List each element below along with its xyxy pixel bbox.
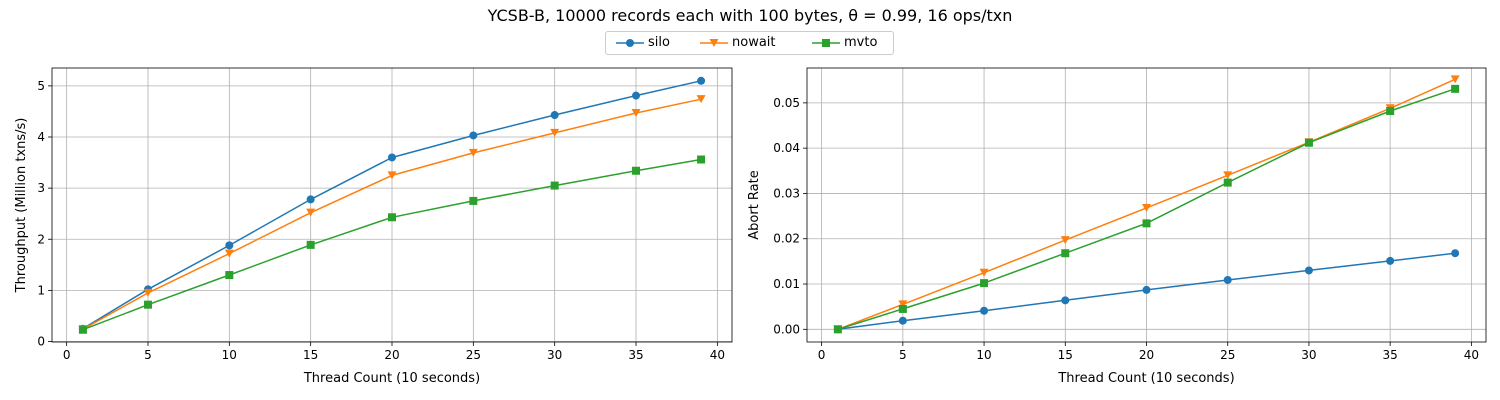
left-point-silo [697,76,706,85]
left-point-mvto [143,300,152,309]
left-point-mvto [388,213,396,222]
right-xtick-label: 10 [976,348,991,362]
right-point-nowait [1060,236,1070,245]
left-xtick-label: 35 [628,348,643,362]
left-point-silo [225,241,234,250]
left-xtick-label: 10 [222,348,237,362]
right-point-silo [1142,285,1151,294]
legend-marker-nowait [700,39,728,47]
right-xtick-label: 0 [818,348,826,362]
left-ylabel: Throughput (Million txns/s) [14,118,29,294]
left-point-mvto [78,325,87,334]
left-point-nowait [224,249,234,258]
left-xtick-label: 0 [63,348,71,362]
right-xtick-label: 25 [1220,348,1235,362]
left-ytick-label: 4 [37,130,45,144]
left-point-nowait [143,288,153,297]
left-point-nowait [631,108,641,117]
left-point-mvto [550,181,559,190]
left-ytick-label: 5 [37,79,45,93]
right-point-nowait [898,300,908,309]
right-ytick-label: 0.04 [773,141,800,155]
right-xtick-label: 40 [1464,348,1479,362]
right-point-silo [1386,256,1395,265]
left-xtick-label: 40 [710,348,725,362]
left-point-mvto [225,271,234,280]
left-ytick-label: 2 [37,232,45,246]
right-point-mvto [1451,84,1460,93]
left-point-silo [388,153,396,162]
right-ytick-label: 0.02 [773,232,800,246]
left-point-nowait [550,128,560,137]
legend-label-silo: silo [648,35,670,50]
right-point-mvto [980,279,989,288]
legend-marker-mvto [812,39,840,47]
legend: silo nowait mvto [605,31,894,55]
left-point-nowait [468,148,478,157]
right-point-mvto [1304,138,1313,147]
right-xtick-label: 5 [899,348,907,362]
left-ytick-label: 1 [37,283,45,297]
left-xtick-label: 30 [547,348,562,362]
right-point-nowait [1142,203,1151,212]
right-point-silo [1304,266,1313,275]
left-xlabel: Thread Count (10 seconds) [303,371,480,386]
legend-label-nowait: nowait [732,35,776,50]
right-point-mvto [1061,249,1070,258]
left-xtick-label: 5 [144,348,152,362]
left-point-silo [550,111,559,120]
right-point-nowait [1223,171,1233,180]
right-point-nowait [1450,75,1460,84]
left-point-mvto [469,196,478,205]
left-xtick-label: 15 [303,348,318,362]
right-ytick-label: 0.03 [773,186,800,200]
right-xlabel: Thread Count (10 seconds) [1057,371,1234,386]
right-point-mvto [1142,219,1151,228]
left-xtick-label: 20 [384,348,399,362]
left-point-mvto [697,155,706,164]
right-point-mvto [1223,178,1232,187]
right-point-mvto [898,304,907,313]
left-ytick-label: 3 [37,181,45,195]
left-point-nowait [696,95,706,104]
right-point-mvto [833,325,842,334]
right-ytick-label: 0.00 [773,322,800,336]
legend-label-mvto: mvto [844,35,878,50]
left-point-nowait [306,208,316,217]
right-ytick-label: 0.05 [773,96,800,110]
right-xtick-label: 20 [1139,348,1154,362]
right-ylabel: Abort Rate [747,170,762,239]
left-ytick-label: 0 [37,334,45,348]
right-point-silo [980,306,989,315]
right-point-nowait [979,268,989,277]
right-point-silo [1061,296,1070,305]
figure-title: YCSB-B, 10000 records each with 100 byte… [487,6,1013,25]
left-point-mvto [632,166,641,175]
legend-marker-silo [616,39,644,47]
right-point-silo [1223,275,1232,284]
left-point-silo [469,131,478,140]
right-point-mvto [1386,107,1395,116]
right-xtick-label: 35 [1383,348,1398,362]
left-xtick-label: 25 [466,348,481,362]
left-point-mvto [306,240,315,249]
right-ytick-label: 0.01 [773,277,800,291]
left-point-silo [306,195,315,204]
left-point-nowait [387,171,397,180]
right-point-silo [898,316,907,325]
left-point-silo [632,91,641,100]
right-xtick-label: 30 [1301,348,1316,362]
right-xtick-label: 15 [1058,348,1073,362]
right-point-silo [1451,249,1460,258]
